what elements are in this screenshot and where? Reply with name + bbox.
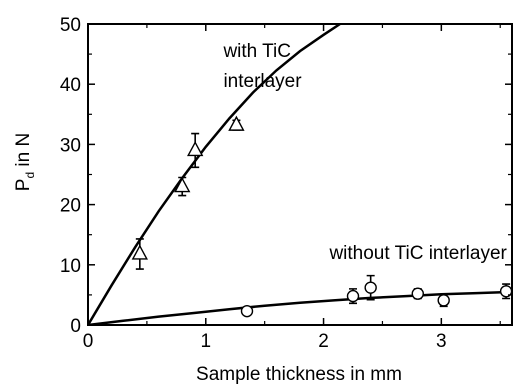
x-tick-label: 3 [436, 331, 447, 352]
circle-point [437, 294, 450, 307]
circle-point [411, 287, 424, 300]
x-tick-label: 0 [83, 331, 94, 352]
y-axis-label: Pd in N [13, 133, 37, 191]
plot-frame [87, 23, 513, 326]
y-tick-label: 20 [60, 196, 81, 217]
annotation: with TiC [222, 41, 291, 62]
annotation: without TiC interlayer [328, 243, 507, 264]
labels: Sample thickness in mm Pd in N [13, 133, 402, 385]
triangle-point [187, 140, 204, 157]
y-tick-label: 30 [60, 135, 81, 156]
triangle-point [131, 244, 148, 260]
fit-curve-1 [88, 24, 341, 325]
circle-point [240, 304, 254, 318]
x-axis-label: Sample thickness in mm [196, 364, 402, 385]
plot-area [88, 24, 513, 325]
y-tick-label: 50 [60, 15, 81, 36]
y-axis-label-main: P [13, 179, 34, 192]
triangle-point [174, 177, 191, 193]
y-tick-label: 0 [70, 316, 81, 337]
y-axis-label-suffix: in N [13, 133, 34, 172]
x-tick-label: 2 [318, 331, 329, 352]
circle-point [346, 289, 360, 303]
annotation: interlayer [223, 71, 302, 92]
circle-point [364, 281, 377, 294]
y-tick-label: 10 [60, 256, 81, 277]
x-tick-label: 1 [200, 331, 211, 352]
y-tick-label: 40 [60, 75, 81, 96]
y-axis-label-subscript: d [23, 172, 37, 179]
triangle-point [228, 115, 245, 131]
